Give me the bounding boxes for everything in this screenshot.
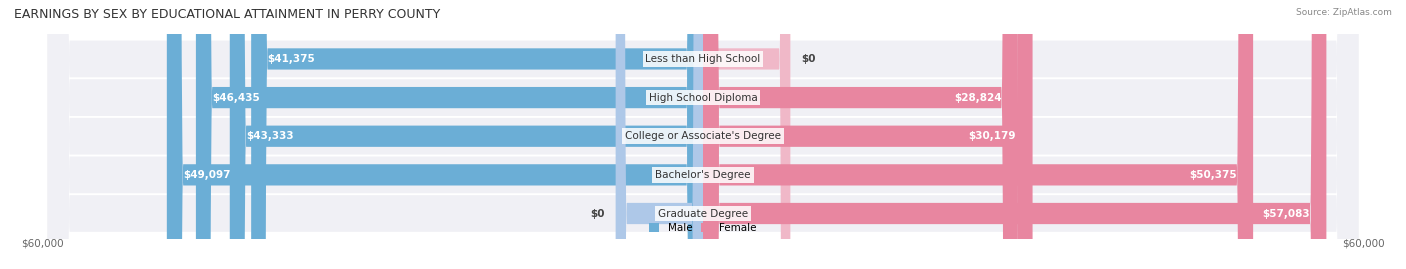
Text: Less than High School: Less than High School [645,54,761,64]
Text: $30,179: $30,179 [969,131,1017,141]
Text: EARNINGS BY SEX BY EDUCATIONAL ATTAINMENT IN PERRY COUNTY: EARNINGS BY SEX BY EDUCATIONAL ATTAINMEN… [14,8,440,21]
Text: $60,000: $60,000 [1341,239,1385,249]
Text: $57,083: $57,083 [1263,208,1310,218]
FancyBboxPatch shape [703,0,1253,269]
Text: High School Diploma: High School Diploma [648,93,758,102]
FancyBboxPatch shape [48,0,1358,269]
FancyBboxPatch shape [48,0,1358,269]
Text: Bachelor's Degree: Bachelor's Degree [655,170,751,180]
FancyBboxPatch shape [703,0,1326,269]
Text: College or Associate's Degree: College or Associate's Degree [626,131,780,141]
Text: $0: $0 [801,54,815,64]
Text: Source: ZipAtlas.com: Source: ZipAtlas.com [1296,8,1392,17]
FancyBboxPatch shape [48,0,1358,269]
FancyBboxPatch shape [167,0,703,269]
Text: $49,097: $49,097 [183,170,231,180]
FancyBboxPatch shape [229,0,703,269]
FancyBboxPatch shape [195,0,703,269]
Text: $50,375: $50,375 [1189,170,1237,180]
FancyBboxPatch shape [616,0,703,269]
Text: Graduate Degree: Graduate Degree [658,208,748,218]
Legend: Male, Female: Male, Female [645,219,761,238]
Text: $43,333: $43,333 [246,131,294,141]
FancyBboxPatch shape [48,0,1358,269]
FancyBboxPatch shape [703,0,790,269]
FancyBboxPatch shape [48,0,1358,269]
Text: $60,000: $60,000 [21,239,65,249]
Text: $0: $0 [591,208,605,218]
FancyBboxPatch shape [703,0,1032,269]
FancyBboxPatch shape [252,0,703,269]
FancyBboxPatch shape [703,0,1018,269]
Text: $28,824: $28,824 [953,93,1001,102]
Text: $41,375: $41,375 [267,54,315,64]
Text: $46,435: $46,435 [212,93,260,102]
